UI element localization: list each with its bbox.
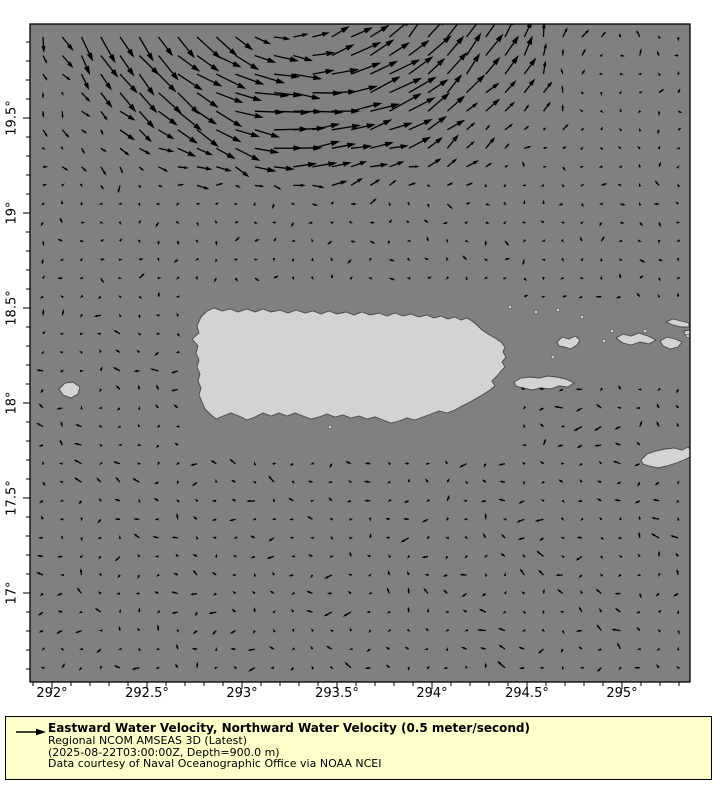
island — [664, 318, 690, 328]
legend-line-time-depth: (2025-08-22T03:00:00Z, Depth=900.0 m) — [48, 745, 280, 759]
islet — [642, 328, 648, 334]
island — [58, 381, 81, 399]
x-tick-label: 294.5° — [505, 686, 549, 701]
islet — [555, 307, 561, 313]
x-tick-label: 292.5° — [125, 686, 169, 701]
x-tick-label: 293.5° — [315, 686, 359, 701]
island — [615, 332, 657, 346]
island — [513, 375, 575, 391]
islet — [601, 338, 607, 344]
axis-ticks — [23, 41, 680, 689]
y-tick-label: 18.5° — [4, 290, 20, 326]
x-tick-label: 294° — [416, 686, 448, 701]
legend-title: Eastward Water Velocity, Northward Water… — [48, 721, 530, 735]
y-tick-label: 19.5° — [4, 100, 20, 136]
islet — [533, 309, 539, 315]
islet — [327, 424, 333, 430]
islet — [609, 328, 615, 334]
x-tick-label: 292° — [36, 686, 68, 701]
legend-text: Eastward Water Velocity, Northward Water… — [48, 722, 530, 770]
y-tick-label: 17.5° — [4, 480, 20, 516]
velocity-vectors — [36, 24, 683, 672]
islet — [507, 304, 513, 310]
islet — [579, 314, 585, 320]
landmasses — [58, 304, 690, 469]
y-tick-label: 18° — [4, 391, 20, 415]
legend-line-model: Regional NCOM AMSEAS 3D (Latest) — [48, 734, 247, 747]
island — [659, 336, 683, 350]
legend-line-courtesy: Data courtesy of Naval Oceanographic Off… — [48, 757, 382, 771]
island — [191, 307, 507, 424]
reference-arrow-icon — [16, 728, 46, 736]
islet — [685, 333, 690, 339]
island — [640, 446, 690, 469]
island — [556, 335, 581, 350]
y-tick-label: 17° — [4, 581, 20, 605]
y-tick-label: 19° — [4, 201, 20, 225]
x-tick-label: 293° — [226, 686, 258, 701]
legend-box: Eastward Water Velocity, Northward Water… — [5, 716, 712, 780]
islet — [550, 354, 556, 360]
x-tick-label: 295° — [606, 686, 638, 701]
map-frame — [29, 23, 691, 683]
